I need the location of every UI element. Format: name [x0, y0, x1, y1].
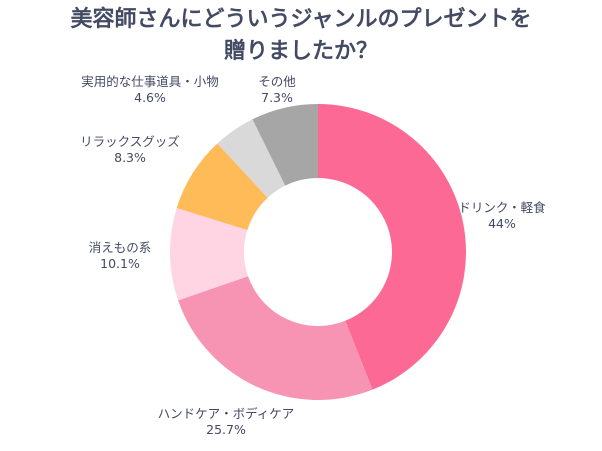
donut-slice-1 — [178, 276, 373, 400]
label-value: 44% — [488, 216, 516, 231]
label-name: その他 — [258, 74, 296, 89]
label-value: 10.1% — [100, 256, 140, 271]
slice-label-tools: 実用的な仕事道具・小物 4.6% — [81, 74, 219, 106]
label-value: 8.3% — [114, 150, 146, 165]
donut-slice-3 — [176, 143, 268, 231]
label-name: 実用的な仕事道具・小物 — [81, 74, 219, 89]
donut-slice-4 — [217, 119, 286, 198]
title-line-1: 美容師さんにどういうジャンルのプレゼントを — [70, 7, 532, 32]
label-name: 消えもの系 — [88, 240, 152, 255]
slice-label-drink: ドリンク・軽食 44% — [458, 200, 545, 232]
slice-label-other: その他 7.3% — [258, 74, 296, 106]
label-name: ハンドケア・ボディケア — [157, 406, 295, 421]
slice-label-handcare: ハンドケア・ボディケア 25.7% — [158, 406, 295, 438]
label-name: ドリンク・軽食 — [458, 200, 546, 215]
donut-slice-2 — [170, 208, 249, 301]
slice-label-relax: リラックスグッズ 8.3% — [80, 134, 180, 166]
chart-title: 美容師さんにどういうジャンルのプレゼントを 贈りましたか？ — [0, 4, 602, 68]
label-value: 7.3% — [261, 90, 293, 105]
slice-label-kiemono: 消えもの系 10.1% — [89, 240, 152, 272]
title-line-2: 贈りましたか？ — [223, 39, 378, 64]
label-value: 25.7% — [206, 422, 246, 437]
label-value: 4.6% — [134, 90, 166, 105]
donut-slice-5 — [252, 104, 318, 186]
label-name: リラックスグッズ — [80, 134, 180, 149]
donut-slice-0 — [318, 104, 466, 390]
